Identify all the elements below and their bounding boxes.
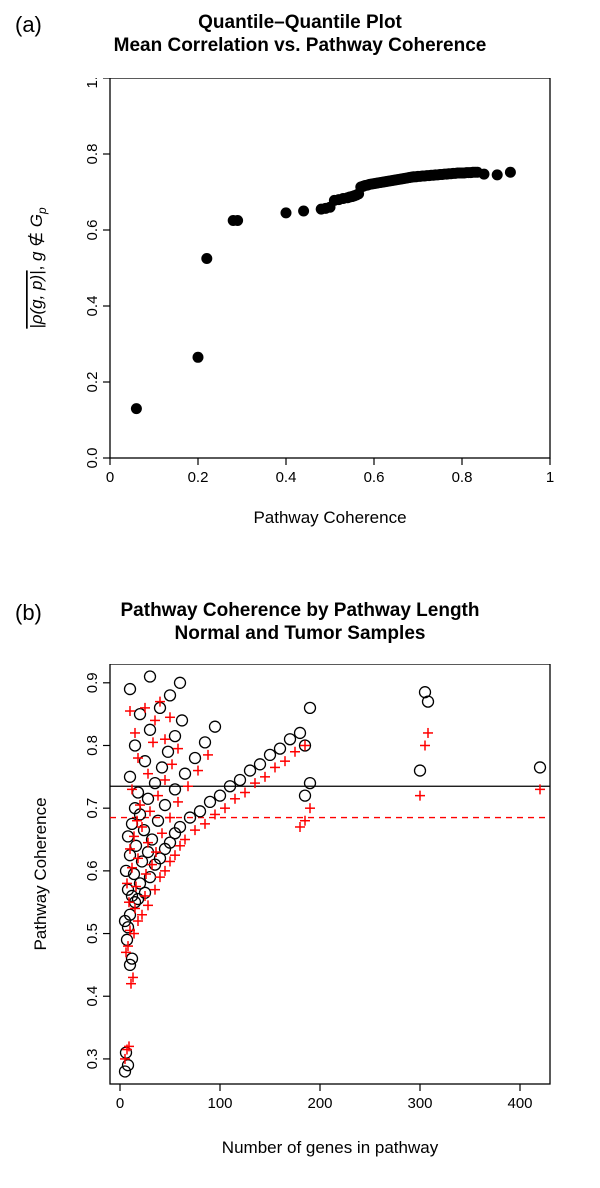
svg-text:200: 200 xyxy=(307,1095,332,1112)
svg-text:1: 1 xyxy=(546,469,554,486)
svg-text:0.5: 0.5 xyxy=(84,923,101,944)
panel-b-title1: Pathway Coherence by Pathway Length xyxy=(0,600,600,622)
svg-text:0.7: 0.7 xyxy=(84,798,101,819)
svg-text:0.8: 0.8 xyxy=(84,144,101,165)
figure: (a) Quantile–Quantile Plot Mean Correlat… xyxy=(0,0,600,1188)
svg-text:400: 400 xyxy=(507,1095,532,1112)
svg-text:0.6: 0.6 xyxy=(364,469,385,486)
svg-text:0.2: 0.2 xyxy=(84,372,101,393)
svg-text:100: 100 xyxy=(207,1095,232,1112)
panel-b-title2: Normal and Tumor Samples xyxy=(0,623,600,645)
panel-b-plot: 01002003004000.30.40.50.60.70.80.9 xyxy=(110,664,550,1084)
panel-a-xlabel: Pathway Coherence xyxy=(110,508,550,528)
svg-text:0.2: 0.2 xyxy=(188,469,209,486)
panel-a-title1: Quantile–Quantile Plot xyxy=(0,12,600,34)
svg-text:Pathway Coherence: Pathway Coherence xyxy=(31,797,50,950)
svg-text:0.4: 0.4 xyxy=(84,986,101,1007)
svg-text:1.0: 1.0 xyxy=(84,78,101,88)
panel-b-xlabel: Number of genes in pathway xyxy=(110,1138,550,1158)
svg-text:0.4: 0.4 xyxy=(84,296,101,317)
svg-text:0: 0 xyxy=(116,1095,124,1112)
svg-text:0.4: 0.4 xyxy=(276,469,297,486)
panel-a-ylabel: |ρ(g, p)|, g ∉ Gp xyxy=(18,78,58,458)
panel-b-ylabel: Pathway Coherence xyxy=(22,664,62,1084)
svg-text:0.6: 0.6 xyxy=(84,860,101,881)
svg-text:0.6: 0.6 xyxy=(84,220,101,241)
panel-a-title2: Mean Correlation vs. Pathway Coherence xyxy=(0,35,600,57)
svg-text:0.9: 0.9 xyxy=(84,672,101,693)
svg-text:0.0: 0.0 xyxy=(84,448,101,469)
panel-a-plot: 00.20.40.60.810.00.20.40.60.81.0 xyxy=(110,78,550,458)
svg-text:300: 300 xyxy=(407,1095,432,1112)
svg-text:0.3: 0.3 xyxy=(84,1048,101,1069)
svg-text:|ρ(g, p)|, g ∉ Gp: |ρ(g, p)|, g ∉ Gp xyxy=(27,207,49,329)
svg-text:0.8: 0.8 xyxy=(452,469,473,486)
svg-text:0.8: 0.8 xyxy=(84,735,101,756)
svg-text:0: 0 xyxy=(106,469,114,486)
